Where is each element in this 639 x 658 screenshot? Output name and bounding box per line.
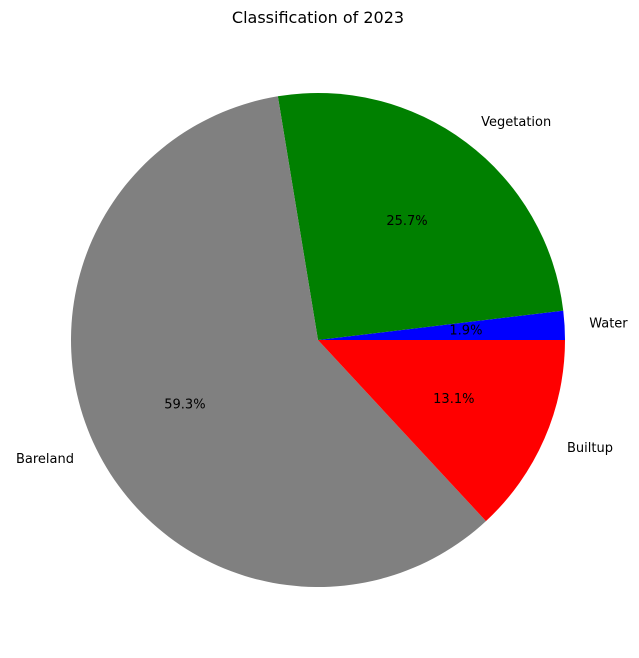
slice-percent-builtup: 13.1%	[433, 392, 474, 407]
slice-percent-water: 1.9%	[449, 324, 482, 339]
slice-label-vegetation: Vegetation	[481, 115, 551, 130]
slice-percent-bareland: 59.3%	[164, 398, 205, 413]
pie-labels: Water 1.9% Vegetation 25.7% Bareland 59.3% Bui…	[16, 115, 628, 467]
slice-percent-vegetation: 25.7%	[386, 214, 427, 229]
pie-slices	[71, 93, 565, 587]
pie-slice-water	[318, 310, 565, 340]
slice-label-bareland: Bareland	[16, 452, 74, 467]
slice-label-builtup: Builtup	[567, 441, 613, 456]
pie-slice-vegetation	[277, 93, 564, 340]
pie-slice-bareland	[71, 96, 486, 587]
slice-label-water: Water	[589, 316, 628, 331]
chart-title: Classification of 2023	[232, 8, 404, 27]
pie-slice-builtup	[318, 340, 565, 522]
